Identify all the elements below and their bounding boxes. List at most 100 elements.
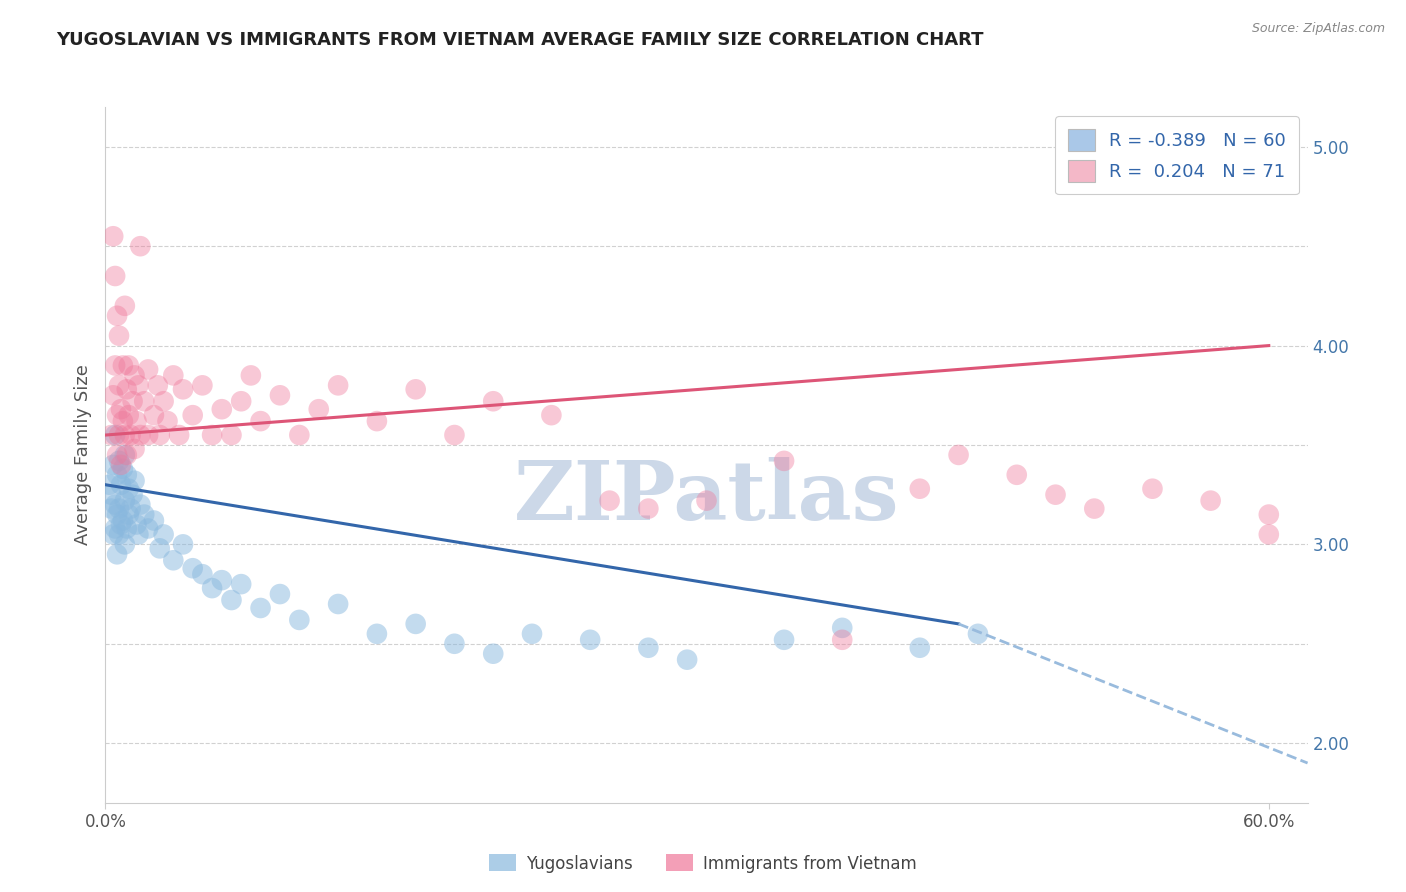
Point [121,394,143,409]
Point [110,458,132,472]
Point [149,541,172,556]
Point [773,454,796,468]
Point [129,239,152,253]
Point [443,637,465,651]
Point [908,482,931,496]
Point [162,553,184,567]
Point [124,474,146,488]
Point [366,414,388,428]
Point [1083,501,1105,516]
Point [249,414,271,428]
Point [103,527,125,541]
Point [104,498,127,512]
Point [191,567,214,582]
Point [103,458,125,472]
Point [127,378,149,392]
Point [115,448,138,462]
Point [167,428,190,442]
Text: YUGOSLAVIAN VS IMMIGRANTS FROM VIETNAM AVERAGE FAMILY SIZE CORRELATION CHART: YUGOSLAVIAN VS IMMIGRANTS FROM VIETNAM A… [56,31,984,49]
Point [1142,482,1164,496]
Point [152,527,174,541]
Point [142,408,165,422]
Text: ZIPatlas: ZIPatlas [513,457,900,537]
Point [211,402,233,417]
Point [162,368,184,383]
Point [181,561,204,575]
Point [201,428,224,442]
Point [125,517,148,532]
Point [1199,493,1222,508]
Point [191,378,214,392]
Point [637,640,659,655]
Point [156,414,179,428]
Text: Source: ZipAtlas.com: Source: ZipAtlas.com [1251,22,1385,36]
Point [105,467,128,482]
Point [152,394,174,409]
Point [201,581,224,595]
Point [114,448,136,462]
Point [908,640,931,655]
Point [104,268,127,283]
Point [118,408,141,422]
Point [108,501,131,516]
Legend: Yugoslavians, Immigrants from Vietnam: Yugoslavians, Immigrants from Vietnam [482,847,924,880]
Point [326,378,349,392]
Point [172,382,194,396]
Point [118,482,141,496]
Point [142,514,165,528]
Point [288,428,311,442]
Point [110,517,132,532]
Point [100,501,122,516]
Point [134,394,156,409]
Point [482,647,505,661]
Point [129,498,152,512]
Point [696,493,718,508]
Point [110,477,132,491]
Point [114,428,136,442]
Point [100,488,122,502]
Point [443,428,465,442]
Point [121,488,143,502]
Point [104,428,127,442]
Point [269,587,291,601]
Point [105,408,128,422]
Point [540,408,562,422]
Point [129,428,152,442]
Point [104,521,127,535]
Legend: R = -0.389   N = 60, R =  0.204   N = 71: R = -0.389 N = 60, R = 0.204 N = 71 [1054,116,1299,194]
Point [98,477,121,491]
Point [125,414,148,428]
Point [181,408,204,422]
Point [105,508,128,522]
Point [118,508,141,522]
Point [948,448,970,462]
Point [1257,527,1279,541]
Point [103,229,125,244]
Point [308,402,330,417]
Point [100,428,122,442]
Point [115,382,138,396]
Point [115,467,138,482]
Point [127,527,149,541]
Point [269,388,291,402]
Point [111,359,134,373]
Point [676,653,699,667]
Point [366,627,388,641]
Point [120,501,142,516]
Point [105,309,128,323]
Point [120,428,142,442]
Point [831,621,853,635]
Point [124,368,146,383]
Point [136,521,159,535]
Point [118,359,141,373]
Point [114,493,136,508]
Point [108,378,131,392]
Point [136,362,159,376]
Point [114,537,136,551]
Point [831,632,853,647]
Point [103,388,125,402]
Point [211,573,233,587]
Point [1005,467,1028,482]
Point [249,601,271,615]
Point [108,328,131,343]
